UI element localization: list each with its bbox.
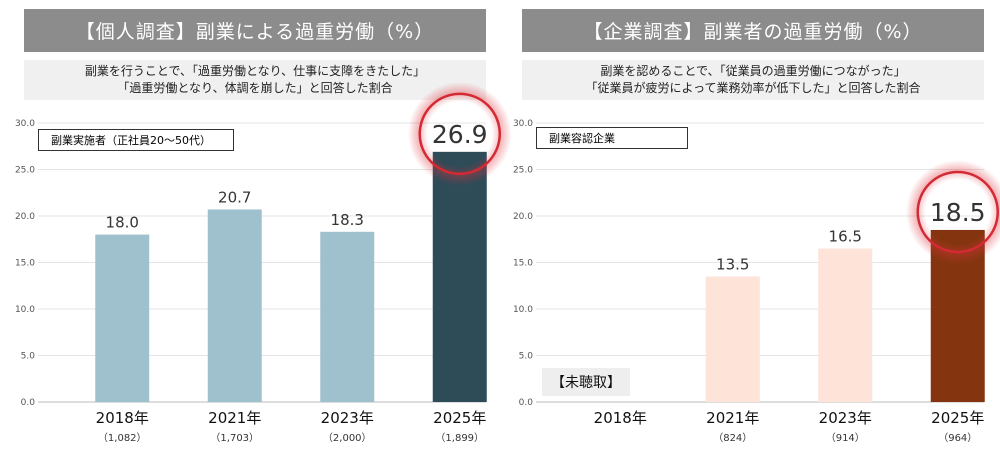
y-tick-label: 15.0 <box>513 259 533 269</box>
data-label: 18.0 <box>106 214 139 232</box>
highlight-glow <box>905 159 1000 264</box>
x-tick-label: 2023年 <box>819 409 872 427</box>
panel-header: 【企業調査】副業者の過重労働（%） <box>522 9 984 52</box>
not-surveyed-note: 【未聴取】 <box>542 368 630 396</box>
sample-size-label: （2,000） <box>323 432 372 444</box>
bar <box>432 151 487 402</box>
y-tick-label: 25.0 <box>513 166 533 176</box>
y-tick-label: 15.0 <box>15 259 35 269</box>
sample-size-label: （1,899） <box>435 432 484 444</box>
panel-subtitle: 副業を行うことで、「過重労働となり、仕事に支障をきたした」 「過重労働となり、体… <box>24 60 486 100</box>
subtitle-line-1: 副業を認めることで、「従業員の過重労働につながった」 <box>600 64 906 78</box>
panel-subtitle: 副業を認めることで、「従業員の過重労働につながった」 「従業員が疲労によって業務… <box>522 60 984 100</box>
y-tick-label: 0.0 <box>519 398 534 408</box>
bar <box>705 276 760 402</box>
subtitle-line-2: 「過重労働となり、体調を崩した」と回答した割合 <box>117 81 393 95</box>
subtitle-line-1: 副業を行うことで、「過重労働となり、仕事に支障をきたした」 <box>84 64 426 78</box>
data-label: 16.5 <box>829 228 862 246</box>
x-tick-label: 2023年 <box>321 409 374 427</box>
bar-chart-individual: 0.0 5.0 10.0 15.0 20.0 25.0 30.0 18.0 2018年 （1,08… <box>15 81 512 444</box>
x-tick-label: 2018年 <box>594 409 647 427</box>
panel-header: 【個人調査】副業による過重労働（%） <box>24 9 486 52</box>
bar <box>95 234 150 402</box>
sample-size-label: （1,703） <box>210 432 259 444</box>
y-tick-label: 10.0 <box>513 305 533 315</box>
x-tick-label: 2025年 <box>433 409 486 427</box>
bar <box>818 248 873 402</box>
panel-individual-survey: 【個人調査】副業による過重労働（%） 副業を行うことで、「過重労働となり、仕事に… <box>15 0 512 450</box>
y-tick-label: 30.0 <box>513 119 533 129</box>
y-tick-label: 5.0 <box>519 352 534 362</box>
panel-company-survey: 【企業調査】副業者の過重労働（%） 副業を認めることで、「従業員の過重労働につな… <box>513 0 1000 450</box>
legend-box: 副業実施者（正社員20～50代） <box>38 129 234 151</box>
y-tick-label: 25.0 <box>15 166 35 176</box>
legend-box: 副業容認企業 <box>536 127 688 149</box>
highlight-glow <box>407 81 512 186</box>
x-tick-label: 2025年 <box>931 409 984 427</box>
y-tick-label: 20.0 <box>15 212 35 222</box>
data-label: 18.3 <box>331 211 364 229</box>
y-tick-label: 0.0 <box>21 398 36 408</box>
y-tick-label: 5.0 <box>21 352 36 362</box>
x-tick-label: 2021年 <box>706 409 759 427</box>
x-tick-label: 2021年 <box>208 409 261 427</box>
bar <box>320 231 375 402</box>
sample-size-label: （824） <box>713 432 752 444</box>
x-tick-label: 2018年 <box>96 409 149 427</box>
y-tick-label: 20.0 <box>513 212 533 222</box>
y-tick-label: 30.0 <box>15 119 35 129</box>
highlight-circle <box>418 92 501 176</box>
subtitle-line-2: 「従業員が疲労によって業務効率が低下した」と回答した割合 <box>585 81 921 95</box>
data-label: 20.7 <box>218 188 251 206</box>
sample-size-label: （914） <box>826 432 865 444</box>
data-label: 26.9 <box>432 120 488 149</box>
y-tick-label: 10.0 <box>15 305 35 315</box>
data-label: 13.5 <box>716 255 749 273</box>
bar-chart-company: 0.0 5.0 10.0 15.0 20.0 25.0 30.0 2018年 13.5 2021年… <box>513 119 1000 444</box>
highlight-circle <box>916 170 999 254</box>
data-label: 18.5 <box>930 198 986 227</box>
sample-size-label: （1,082） <box>98 432 147 444</box>
bar <box>207 209 262 402</box>
sample-size-label: （964） <box>938 432 977 444</box>
